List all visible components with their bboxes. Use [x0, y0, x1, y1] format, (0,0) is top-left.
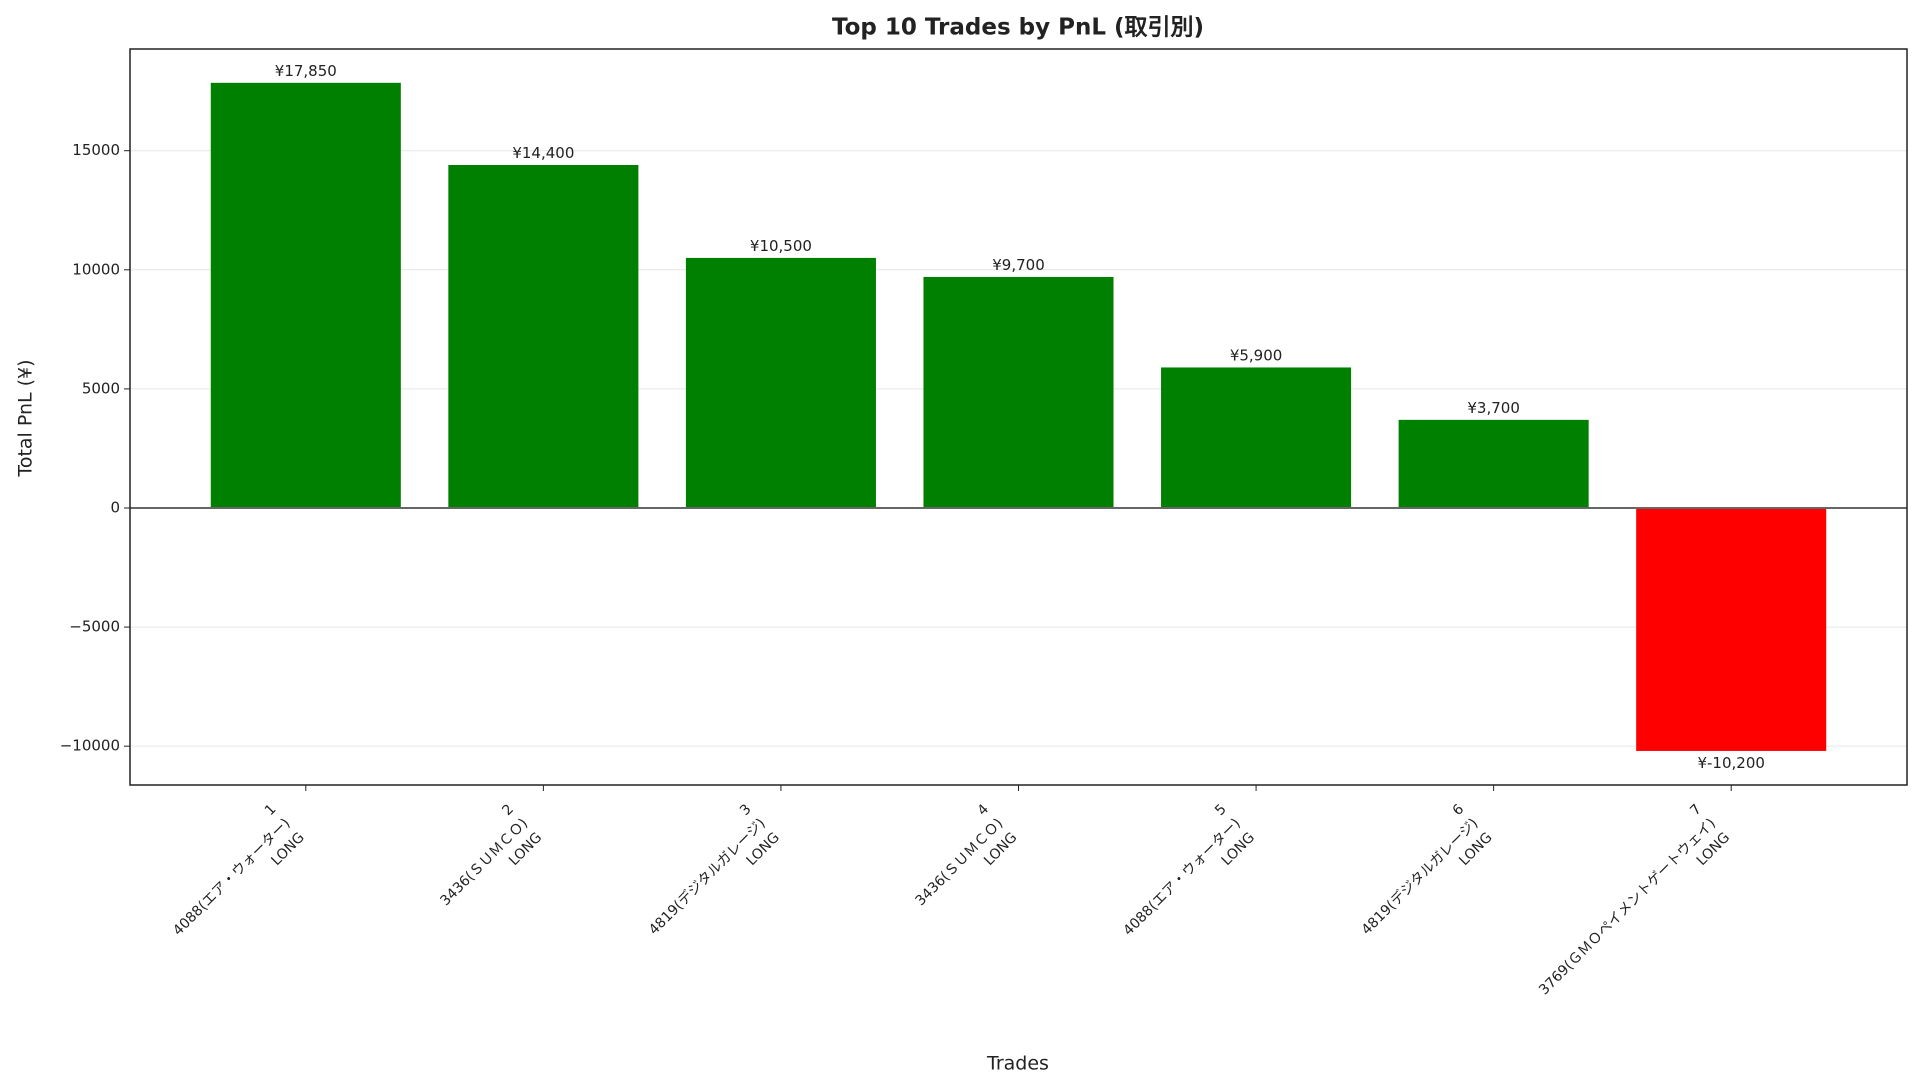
x-tick-label: 4088(エア・ウォーター) — [170, 815, 293, 938]
x-tick-label: 6 — [1450, 801, 1468, 819]
x-tick-label: 3 — [737, 801, 755, 819]
x-tick-label: 2 — [499, 801, 517, 819]
value-label: ¥5,900 — [1230, 346, 1283, 364]
y-tick-label: 5000 — [82, 379, 120, 397]
x-tick-label: 3769(ＧＭＯペイメントゲートウェイ) — [1536, 815, 1719, 998]
y-tick-label: 10000 — [72, 260, 120, 278]
bar — [210, 82, 401, 508]
y-tick-label: 0 — [110, 498, 120, 516]
x-tick-label: 4088(エア・ウォーター) — [1120, 815, 1243, 938]
chart-title: Top 10 Trades by PnL (取引別) — [832, 15, 1204, 41]
bar — [923, 276, 1114, 508]
value-label: ¥3,700 — [1467, 399, 1520, 417]
bar — [1398, 419, 1589, 508]
x-tick-label: 4819(デジタルガレージ) — [645, 815, 768, 938]
bar — [448, 164, 639, 508]
value-label: ¥17,850 — [275, 62, 337, 80]
bar — [685, 257, 876, 508]
value-label: ¥10,500 — [750, 237, 812, 255]
x-tick-label: 7 — [1687, 801, 1705, 819]
bar — [1636, 507, 1827, 751]
y-tick-label: 15000 — [72, 141, 120, 159]
x-tick-label: 1 — [262, 801, 280, 819]
plot-frame — [129, 48, 1908, 786]
y-tick-label: −5000 — [69, 618, 120, 636]
bar — [1161, 367, 1352, 508]
y-axis-label: Total PnL (¥) — [15, 359, 37, 477]
y-tick-label: −10000 — [60, 737, 120, 755]
x-tick-label: 4819(デジタルガレージ) — [1358, 815, 1481, 938]
x-tick-label: 4 — [975, 801, 993, 819]
value-label: ¥-10,200 — [1697, 754, 1764, 772]
value-label: ¥9,700 — [992, 256, 1045, 274]
x-axis-label: Trades — [986, 1053, 1049, 1075]
x-tick-label: 5 — [1212, 801, 1230, 819]
value-label: ¥14,400 — [512, 144, 574, 162]
